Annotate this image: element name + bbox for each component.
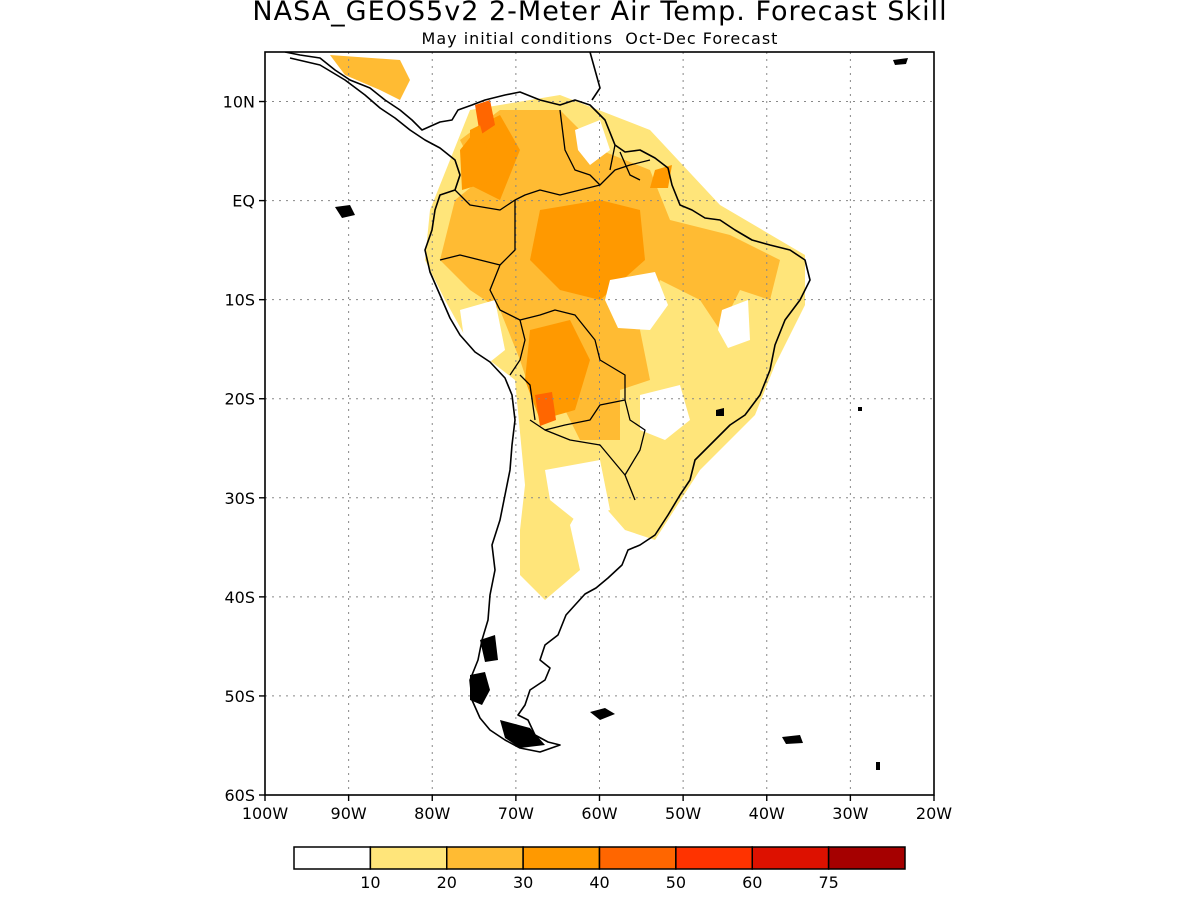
- colorbar-swatch: [751, 846, 830, 870]
- skill-shading: [330, 55, 805, 600]
- map-gridlines: [265, 52, 934, 795]
- lat-tick-label: 60S: [224, 786, 255, 805]
- colorbar-swatch: [675, 846, 753, 870]
- lat-tick-label: 50S: [224, 687, 255, 706]
- lon-tick-label: 20W: [916, 804, 952, 823]
- coastlines: [284, 52, 811, 753]
- colorbar-label: 40: [589, 873, 609, 892]
- lat-tick-label: 30S: [224, 489, 255, 508]
- map-subtitle: May initial conditions Oct-Dec Forecast: [421, 29, 779, 48]
- country-borders: [439, 109, 651, 501]
- lon-tick-label: 50W: [665, 804, 701, 823]
- lat-tick-label: 20S: [224, 390, 255, 409]
- lat-tick-label: 40S: [224, 588, 255, 607]
- colorbar-label: 10: [360, 873, 380, 892]
- colorbar: 10 20 30 40 50 60 75: [293, 846, 906, 892]
- lon-tick-label: 30W: [832, 804, 868, 823]
- lon-tick-label: 100W: [242, 804, 289, 823]
- map-plot-area: [265, 52, 934, 795]
- lon-tick-label: 60W: [581, 804, 617, 823]
- lon-tick-label: 40W: [749, 804, 785, 823]
- lon-tick-label: 90W: [331, 804, 367, 823]
- colorbar-swatch: [522, 846, 601, 870]
- colorbar-label: 30: [513, 873, 533, 892]
- lat-tick-label: EQ: [232, 192, 255, 211]
- colorbar-swatch: [293, 846, 372, 870]
- colorbar-label: 20: [437, 873, 457, 892]
- longitude-axis: 100W 90W 80W 70W 60W 50W 40W 30W 20W: [242, 795, 952, 823]
- latitude-axis: 10N EQ 10S 20S 30S 40S 50S 60S: [223, 93, 265, 805]
- colorbar-swatch: [827, 846, 906, 870]
- lat-tick-label: 10S: [224, 291, 255, 310]
- lat-tick-label: 10N: [223, 93, 255, 112]
- islands: [335, 58, 908, 770]
- colorbar-swatch: [369, 846, 448, 870]
- colorbar-label: 50: [666, 873, 686, 892]
- lon-tick-label: 80W: [414, 804, 450, 823]
- colorbar-label: 75: [818, 873, 838, 892]
- lon-tick-label: 70W: [498, 804, 534, 823]
- colorbar-swatch: [446, 846, 524, 870]
- map-title: NASA_GEOS5v2 2-Meter Air Temp. Forecast …: [252, 0, 948, 27]
- colorbar-swatch: [598, 846, 677, 870]
- colorbar-label: 60: [742, 873, 762, 892]
